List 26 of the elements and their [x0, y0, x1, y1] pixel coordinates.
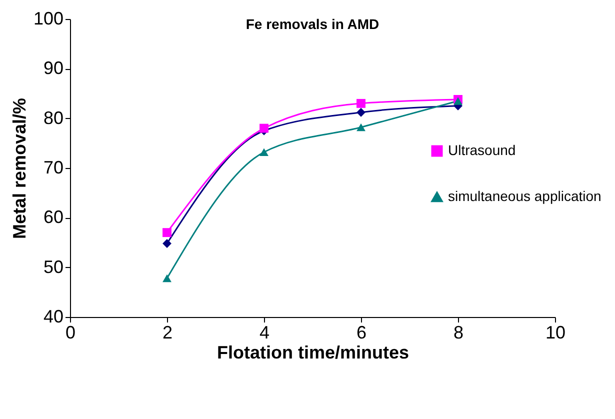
point	[260, 148, 268, 156]
point	[162, 239, 172, 248]
x-tick-label: 0	[65, 322, 76, 342]
y-tick-label: 50	[43, 256, 64, 277]
x-tick-label: 2	[162, 322, 173, 342]
point	[162, 274, 172, 282]
point	[356, 123, 366, 132]
y-tick-label: 70	[43, 158, 64, 178]
legend-label: simultaneous application	[448, 188, 602, 204]
y-tick-label: 80	[43, 108, 64, 128]
point	[162, 228, 172, 238]
point	[356, 108, 366, 117]
y-tick-label: 100	[33, 8, 64, 28]
point	[356, 98, 366, 108]
point	[260, 124, 268, 133]
legend-label: Ultrasound	[448, 142, 516, 158]
y-tick-label: 40	[43, 306, 64, 326]
y-axis-title: Metal removal/%	[9, 98, 30, 240]
x-tick-label: 10	[545, 322, 566, 342]
x-tick-label: 8	[453, 322, 464, 342]
x-tick-label: 6	[356, 322, 367, 342]
chart-title: Fe removals in AMD	[246, 16, 380, 32]
y-tick-label: 90	[43, 58, 64, 78]
x-axis-title: Flotation time/minutes	[216, 342, 410, 362]
y-tick-label: 60	[43, 207, 64, 228]
x-tick-label: 4	[259, 322, 270, 342]
